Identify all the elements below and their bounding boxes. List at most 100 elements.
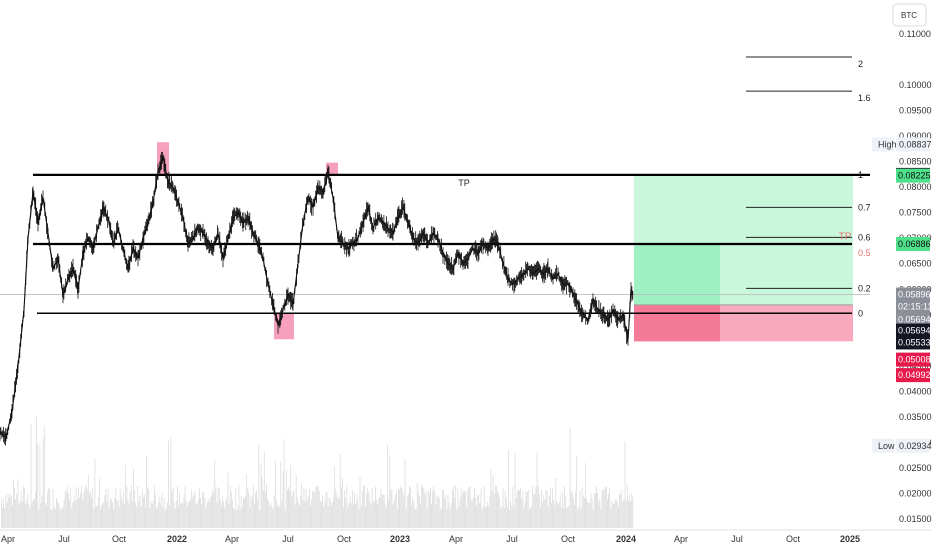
price-badge: High 0.08837 (872, 137, 932, 152)
volume-bar (60, 510, 62, 528)
volume-bar (30, 423, 32, 528)
volume-bar (52, 489, 54, 528)
symbol-tag[interactable]: BTC (892, 3, 927, 27)
volume-bar (1, 497, 2, 528)
volume-bar (507, 506, 508, 528)
volume-bar (189, 501, 190, 528)
volume-bar (255, 493, 256, 528)
volume-bar (192, 497, 194, 528)
volume-bar (240, 495, 242, 528)
volume-bar (106, 501, 108, 528)
volume-bar (514, 453, 516, 528)
volume-bar (417, 492, 419, 528)
y-tick-label: 0.09000 (899, 131, 932, 141)
volume-bar (112, 501, 113, 528)
volume-bar (459, 497, 461, 528)
volume-bar (434, 491, 436, 528)
volume-bar (449, 509, 451, 528)
volume-bar (626, 485, 628, 528)
volume-bar (567, 506, 569, 528)
volume-bar (94, 458, 96, 528)
volume-bar (135, 503, 136, 528)
volume-bar (34, 499, 35, 528)
volume-bar (318, 491, 320, 528)
volume-bar (190, 499, 191, 528)
volume-bar (328, 497, 330, 528)
volume-bar (151, 503, 153, 528)
badge-box (896, 237, 930, 252)
volume-bar (184, 486, 186, 528)
volume-bar (274, 460, 276, 528)
volume-bar (362, 485, 364, 528)
volume-bar (229, 486, 231, 528)
y-tick-label: 0.09500 (899, 106, 932, 116)
volume-bar (454, 497, 455, 528)
fib-label: 0.786 (858, 202, 881, 212)
swing-highlight (274, 313, 294, 340)
volume-bar (146, 455, 147, 528)
volume-bar (164, 509, 166, 528)
volume-bar (307, 495, 309, 528)
volume-bar (269, 505, 271, 528)
volume-bar (76, 499, 78, 528)
symbol-label: BTC (901, 11, 917, 20)
volume-bar (466, 506, 468, 528)
volume-bar (203, 491, 205, 528)
volume-bar (529, 509, 530, 528)
price-badge: 0.05533 (896, 335, 931, 350)
volume-bar (499, 498, 501, 528)
volume-bar (521, 498, 523, 528)
volume-bar (342, 478, 343, 528)
volume-bar (291, 496, 293, 528)
volume-bar (600, 509, 602, 528)
volume-bar (375, 486, 376, 528)
y-tick-label: 0.11000 (899, 29, 931, 39)
volume-bar (237, 505, 239, 528)
volume-bar (101, 505, 102, 528)
volume-bar (85, 485, 87, 528)
volume-bar (320, 501, 321, 528)
volume-bar (476, 505, 477, 528)
volume-bar (136, 506, 138, 528)
volume-bar (438, 498, 440, 528)
volume-bar (565, 495, 567, 528)
volume-bar (526, 492, 528, 528)
volume-bar (127, 499, 129, 528)
volume-bar (538, 493, 540, 528)
x-tick-label: Jul (506, 534, 518, 544)
volume-bar (130, 485, 132, 528)
volume-bar (312, 490, 314, 528)
volume-bar (555, 478, 557, 528)
y-tick-label: 0.03500 (899, 412, 932, 422)
badge-box (896, 287, 930, 302)
volume-bar (457, 487, 459, 528)
volume-bar (609, 488, 611, 528)
volume-bar (365, 507, 366, 528)
volume-bar (329, 499, 331, 528)
x-tick-label: Oct (561, 534, 576, 544)
volume-bar (236, 509, 238, 528)
volume-bar (293, 489, 295, 528)
volume-bar (126, 486, 128, 528)
price-badges: High0.088370.082400.082250.068860.058960… (872, 137, 932, 453)
volume-bar (348, 502, 350, 528)
volume-bar (56, 497, 57, 528)
volume-bar (388, 499, 389, 528)
volume-bar (447, 494, 449, 528)
volume-bar (327, 506, 329, 528)
volume-bar (518, 490, 519, 528)
volume-bar (131, 501, 133, 528)
volume-bar (468, 487, 470, 528)
x-tick-label: Apr (449, 534, 463, 544)
volume-bar (427, 490, 429, 528)
volume-bar (278, 503, 279, 528)
volume-bar (391, 490, 393, 528)
volume-bar (568, 505, 570, 528)
time-axis[interactable]: Apr Jul Oct 2022 Apr Jul Oct 2023 Apr Jul Oct 2024 A… (0, 529, 932, 544)
volume-bar (458, 506, 460, 528)
volume-bar (163, 497, 165, 528)
volume-bar (145, 507, 146, 528)
volume-bar (305, 489, 307, 528)
volume-bar (498, 492, 499, 528)
